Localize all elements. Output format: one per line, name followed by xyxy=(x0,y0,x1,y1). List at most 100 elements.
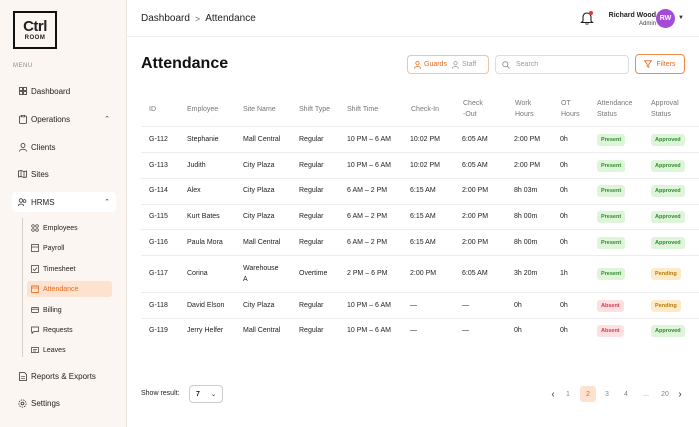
toggle-staff-label: Staff xyxy=(461,61,477,68)
col-header-shift-type[interactable]: Shift Type xyxy=(299,106,331,113)
col-header-line: Approval xyxy=(651,100,679,107)
employees-icon xyxy=(31,224,39,232)
cell-employee: Kurt Bates xyxy=(187,213,220,220)
sidebar-subitem-requests[interactable]: Requests xyxy=(27,322,112,338)
toggle-staff[interactable]: Staff xyxy=(447,60,477,69)
cell-work-hours: 8h 03m xyxy=(514,187,538,194)
search-box[interactable] xyxy=(495,55,629,74)
col-header-check-out[interactable]: Check -Out xyxy=(463,98,483,120)
col-header-shift-time[interactable]: Shift Time xyxy=(347,106,379,113)
sidebar-subitem-leaves[interactable]: Leaves xyxy=(27,342,112,358)
sidebar-item-clients[interactable]: Clients xyxy=(12,137,116,157)
cell-employee: Stephanie xyxy=(187,136,219,143)
pagination-page-current[interactable]: 2 xyxy=(580,386,596,402)
avatar[interactable]: RW xyxy=(656,9,675,28)
sidebar-item-operations[interactable]: Operations ⌃ xyxy=(12,109,116,129)
timesheet-icon xyxy=(31,265,39,273)
breadcrumb-separator: > xyxy=(194,13,201,24)
pagination-page[interactable]: 20 xyxy=(661,390,669,398)
page-title: Attendance xyxy=(141,55,229,72)
cell-shift-time: 10 PM – 6 AM xyxy=(347,302,391,309)
cell-site: City Plaza xyxy=(243,187,275,194)
cell-shift-type: Regular xyxy=(299,136,324,143)
cell-shift-type: Regular xyxy=(299,302,324,309)
logo-line2: ROOM xyxy=(24,35,46,41)
sidebar-item-reports[interactable]: Reports & Exports xyxy=(12,366,116,386)
approval-status-badge: Approved xyxy=(651,134,685,146)
sidebar-item-dashboard[interactable]: Dashboard xyxy=(12,81,116,101)
approval-status-badge: Approved xyxy=(651,211,685,223)
col-header-work-hours[interactable]: Work Hours xyxy=(515,98,534,120)
cell-check-out: — xyxy=(462,327,469,334)
cell-site: Mall Central xyxy=(243,327,281,334)
table-divider xyxy=(141,292,699,293)
payroll-icon xyxy=(31,244,39,252)
cell-check-out: — xyxy=(462,302,469,309)
cell-shift-time: 10 PM – 6 AM xyxy=(347,327,391,334)
sidebar-subitem-label: Requests xyxy=(43,326,73,334)
col-header-id[interactable]: ID xyxy=(149,106,156,113)
cell-site: City Plaza xyxy=(243,213,275,220)
menu-label: MENU xyxy=(13,63,33,69)
attendance-status-badge: Present xyxy=(597,211,626,223)
user-name: Richard Wood xyxy=(608,12,656,19)
col-header-check-in[interactable]: Check-In xyxy=(411,106,440,113)
search-input[interactable] xyxy=(516,61,616,68)
pagination-page[interactable]: 1 xyxy=(566,390,570,398)
show-result-select[interactable]: 7 ⌄ xyxy=(189,385,223,403)
pagination-page[interactable]: 4 xyxy=(624,390,628,398)
cell-id: G-118 xyxy=(149,302,168,309)
col-header-line: Hours xyxy=(561,111,580,118)
pagination-prev[interactable]: ‹ xyxy=(551,388,555,400)
pagination-next[interactable]: › xyxy=(678,388,682,400)
cell-employee: Judith xyxy=(187,162,206,169)
cell-site: City Plaza xyxy=(243,162,275,169)
col-header-attendance-status[interactable]: Attendance Status xyxy=(597,98,632,120)
sidebar-item-hrms[interactable]: HRMS ⌃ xyxy=(12,192,116,212)
sidebar-item-settings[interactable]: Settings xyxy=(12,393,116,413)
sidebar-item-label: Sites xyxy=(31,169,49,179)
sidebar-item-label: Clients xyxy=(31,142,56,152)
cell-id: G-116 xyxy=(149,239,168,246)
ctrlroom-logo[interactable]: Ctrl ROOM xyxy=(13,11,57,49)
top-bar: Dashboard > Attendance Richard Wood Admi… xyxy=(127,0,699,37)
caret-down-icon[interactable]: ▼ xyxy=(678,15,684,21)
pagination-ellipsis: ... xyxy=(643,390,649,398)
col-header-ot-hours[interactable]: OT Hours xyxy=(561,98,580,120)
col-header-employee[interactable]: Employee xyxy=(187,106,219,113)
sidebar-subitem-label: Leaves xyxy=(43,346,66,354)
logo-line1: Ctrl xyxy=(23,18,47,35)
toggle-guards[interactable]: Guards xyxy=(408,60,447,69)
breadcrumb-root[interactable]: Dashboard xyxy=(141,13,190,24)
attendance-status-badge: Present xyxy=(597,134,626,146)
requests-icon xyxy=(31,326,39,334)
col-header-line: Check xyxy=(463,100,483,107)
sidebar-subitem-timesheet[interactable]: Timesheet xyxy=(27,261,112,277)
sidebar-subitem-payroll[interactable]: Payroll xyxy=(27,240,112,256)
cell-site: Warehouse xyxy=(243,265,279,272)
table-divider xyxy=(141,204,699,205)
clipboard-icon xyxy=(18,114,27,124)
sidebar-subitem-label: Attendance xyxy=(43,285,79,293)
sidebar-subitem-attendance[interactable]: Attendance xyxy=(27,281,112,297)
approval-status-badge: Approved xyxy=(651,237,685,249)
filters-button[interactable]: Filters xyxy=(635,54,685,74)
cell-employee: Alex xyxy=(187,187,201,194)
bell-icon[interactable] xyxy=(580,11,594,25)
cell-employee: Corina xyxy=(187,270,208,277)
col-header-approval-status[interactable]: Approval Status xyxy=(651,98,679,120)
sidebar-item-label: HRMS xyxy=(31,197,55,207)
sidebar-subitem-employees[interactable]: Employees xyxy=(27,220,112,236)
pagination-page[interactable]: 3 xyxy=(605,390,609,398)
sidebar-subitem-billing[interactable]: Billing xyxy=(27,302,112,318)
cell-ot-hours: 0h xyxy=(560,187,568,194)
approval-status-badge: Approved xyxy=(651,160,685,172)
reports-icon xyxy=(18,371,27,381)
chevron-up-icon: ⌃ xyxy=(104,116,110,123)
col-header-site[interactable]: Site Name xyxy=(243,106,276,113)
cell-check-out: 6:05 AM xyxy=(462,136,488,143)
cell-ot-hours: 0h xyxy=(560,327,568,334)
cell-site: Mall Central xyxy=(243,136,281,143)
sidebar-item-label: Settings xyxy=(31,398,60,408)
sidebar-item-sites[interactable]: Sites xyxy=(12,164,116,184)
